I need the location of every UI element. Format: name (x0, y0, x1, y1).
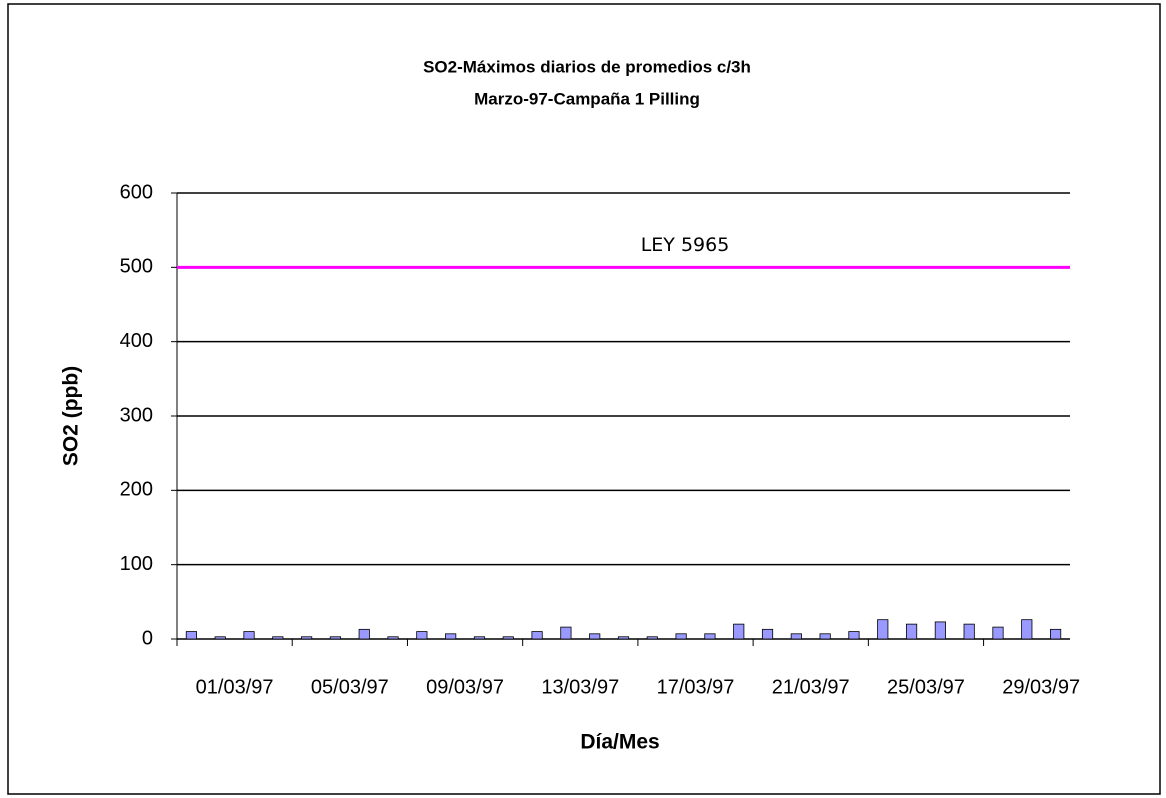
x-axis-title: Día/Mes (580, 731, 659, 754)
y-tick-label: 200 (120, 479, 153, 501)
bar (387, 636, 399, 640)
bar (185, 631, 197, 640)
chart-subtitle: Marzo-97-Campaña 1 Pilling (474, 89, 700, 108)
bar (617, 636, 630, 640)
y-tick-label: 500 (120, 256, 153, 278)
bar (445, 633, 457, 640)
bar (675, 633, 687, 640)
bar (214, 636, 226, 640)
reference-label: LEY 5965 (641, 234, 730, 256)
bar (416, 631, 428, 640)
x-tick-label: 01/03/97 (196, 676, 274, 698)
x-tick-label: 21/03/97 (772, 676, 850, 698)
bar (646, 636, 658, 640)
x-tick-label: 13/03/97 (541, 676, 619, 698)
bar (905, 623, 918, 640)
bar (848, 631, 860, 640)
bar (243, 631, 255, 640)
bar (704, 633, 716, 640)
x-tick-label: 17/03/97 (657, 676, 735, 698)
bar (877, 619, 889, 640)
bar (329, 636, 342, 640)
bar (272, 636, 284, 640)
bar (473, 636, 486, 640)
y-axis-title: SO2 (ppb) (60, 366, 83, 466)
bar (531, 631, 543, 640)
bar (790, 633, 802, 640)
x-tick-label: 05/03/97 (311, 676, 389, 698)
bar (761, 628, 774, 640)
bar (1021, 619, 1033, 640)
y-tick-label: 400 (120, 330, 153, 352)
chart-frame (7, 3, 1161, 795)
bar (819, 633, 831, 640)
bar (1050, 628, 1062, 640)
bar (560, 626, 572, 640)
chart-title: SO2-Máximos diarios de promedios c/3h (423, 57, 751, 76)
bar (992, 626, 1004, 640)
x-tick-label: 09/03/97 (426, 676, 504, 698)
y-tick-label: 300 (120, 404, 153, 426)
x-tick-label: 29/03/97 (1002, 676, 1080, 698)
bar (301, 636, 313, 640)
y-tick-label: 0 (142, 627, 153, 649)
bar (502, 636, 514, 640)
y-tick-label: 100 (120, 553, 153, 575)
bar (963, 623, 975, 640)
bar (934, 621, 946, 640)
bar (358, 628, 370, 640)
bar (733, 623, 745, 640)
x-tick-label: 25/03/97 (887, 676, 965, 698)
y-tick-label: 600 (120, 181, 153, 203)
bar (589, 633, 601, 640)
